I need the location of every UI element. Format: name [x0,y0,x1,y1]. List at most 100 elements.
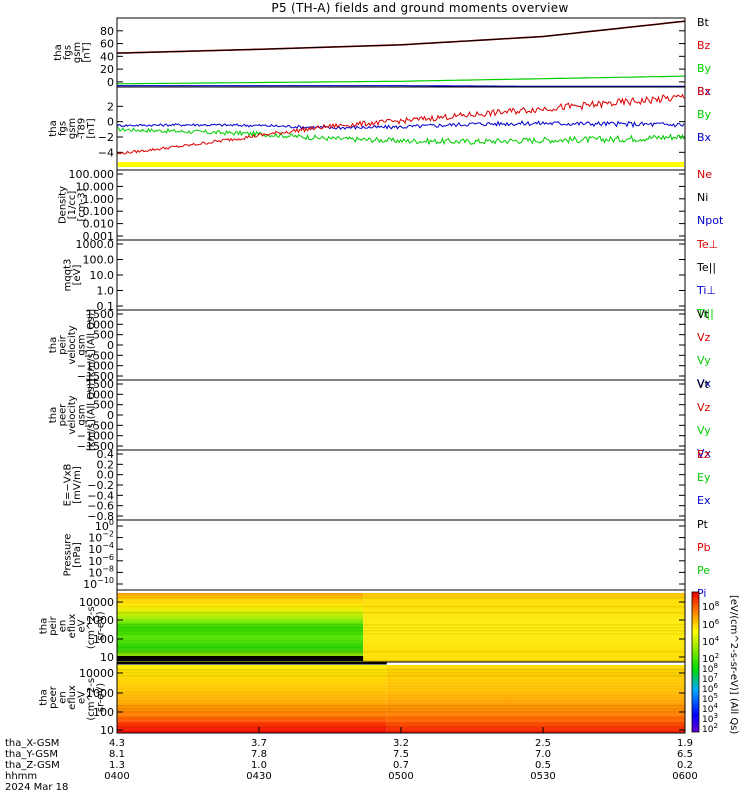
y-axis-label-line: tha [48,337,59,353]
series-Bt [116,20,686,54]
spectrogram-band [117,678,685,680]
legend-label: Vy [697,424,711,437]
legend-label: Pb [697,541,711,554]
spectrogram-band [117,681,685,683]
legend-label: Te|| [696,261,716,274]
y-axis-label-line: -T89 [77,118,88,140]
y-tick-label: −0.4 [87,489,114,502]
spectrogram-band [117,621,685,623]
series-By [117,75,686,85]
legend-label: Pi [697,587,706,600]
spectrogram-band [117,624,685,626]
page-title: P5 (TH-A) fields and ground moments over… [271,1,569,15]
legend-label: Ti⊥ [696,284,716,297]
y-tick-label: −1000 [77,430,114,443]
x-tick-label: 7.8 [251,749,267,760]
spectrogram-right [363,593,685,662]
quality-flag-bar [118,162,684,167]
spectrogram-band [117,675,685,677]
spectrogram-band [117,597,685,599]
y-axis-label-line: en [58,620,69,633]
spectrogram-band [117,627,685,629]
y-tick-label: −1500 [77,370,114,383]
y-tick-label: 0.2 [97,458,115,471]
y-tick-label: −1000 [77,360,114,373]
spectrogram-band [117,660,685,662]
legend-label: Vx [697,447,712,460]
x-tick-label: 3.7 [251,738,267,749]
series-Bx [117,85,685,87]
y-tick-label: 0.0 [97,469,115,482]
x-row-label: hhmm [5,771,37,782]
panel-frame [116,449,686,521]
panel-frame [116,519,686,591]
x-row-label: tha_Y-GSM [5,749,58,760]
legend-label: Bz [697,85,711,98]
legend-label: Vt [697,378,710,391]
y-axis-label-line: eflux [67,614,78,639]
panel-frame [116,239,686,311]
spectrogram-band [117,609,685,611]
y-tick-label: −0.6 [87,500,114,513]
y-axis-label-line: [eV] [72,265,83,286]
legend-label: Bx [697,85,712,98]
spectrogram-band [117,633,685,635]
y-tick-label: 10−10 [83,576,114,591]
y-tick-label: 100.0 [83,254,115,267]
legend-label: Pe [697,564,710,577]
y-axis-label: mqqt3[eV] [62,259,83,292]
y-tick-label: 10−8 [88,564,114,579]
spectrogram-band [117,666,685,668]
colorbar-tick-label: 107 [702,672,718,685]
colorbar-tick-label: 104 [702,702,718,715]
spectrogram-band [117,606,685,608]
colorbar-label: [eV/(cm^2-s-sr-eV)] (All Qs) [728,595,739,734]
series-Bx [116,120,685,131]
y-axis-label-line: E=−VxB [62,464,73,507]
x-tick-label: 0600 [672,771,697,782]
y-axis-label: Density[1/cc][cm-3] [58,186,88,224]
spectrogram-band [117,657,685,659]
colorbar-tick-label: 106 [702,682,718,695]
spectrogram-band [117,615,685,617]
y-tick-label: 10.0 [90,269,115,282]
y-axis-label-line: [nT] [81,42,92,62]
spectrogram-band [117,705,685,707]
y-tick-label: 1500 [86,308,114,321]
y-tick-label: −500 [84,349,114,362]
spectrogram-band [117,672,685,674]
colorbar [691,591,700,733]
y-axis-label: E=−VxB[mV/m] [62,464,83,507]
y-tick-label: 0.4 [97,448,115,461]
x-tick-label: 7.0 [535,749,551,760]
colorbar-tick-label: 108 [702,600,719,613]
y-tick-label: 1500 [86,378,114,391]
spectrogram-band [117,699,685,701]
y-tick-label: 0 [107,339,114,352]
y-tick-label: 10−6 [88,553,114,568]
series-By [117,127,685,146]
panel-frame [116,17,686,88]
y-axis-label-line: en [58,691,69,704]
x-tick-label: 3.2 [393,738,409,749]
y-axis-label: Pressure[nPa] [62,534,83,577]
colorbar-tick-label: 103 [702,712,718,725]
legend-label: Ne [697,168,712,181]
spectrogram-band [117,645,685,647]
y-tick-label: 10−2 [88,530,114,545]
x-tick-label: 0.2 [677,760,693,771]
y-axis-label-line: gsm [77,404,88,425]
spectrogram-band [117,714,685,716]
y-axis-label-line: velocity [67,325,78,364]
y-tick-label: 0.001 [83,230,115,243]
y-axis-label-line: gsm [77,334,88,355]
colorbar-tick-label: 102 [702,652,719,665]
y-tick-label: −0.8 [87,510,114,523]
x-tick-label: 6.5 [677,749,693,760]
y-axis-label-line: [km/s](All Qs)] [86,309,97,381]
legend-label: Vz [697,331,711,344]
y-tick-label: −0.2 [87,479,114,492]
spectrogram-band [117,642,685,644]
